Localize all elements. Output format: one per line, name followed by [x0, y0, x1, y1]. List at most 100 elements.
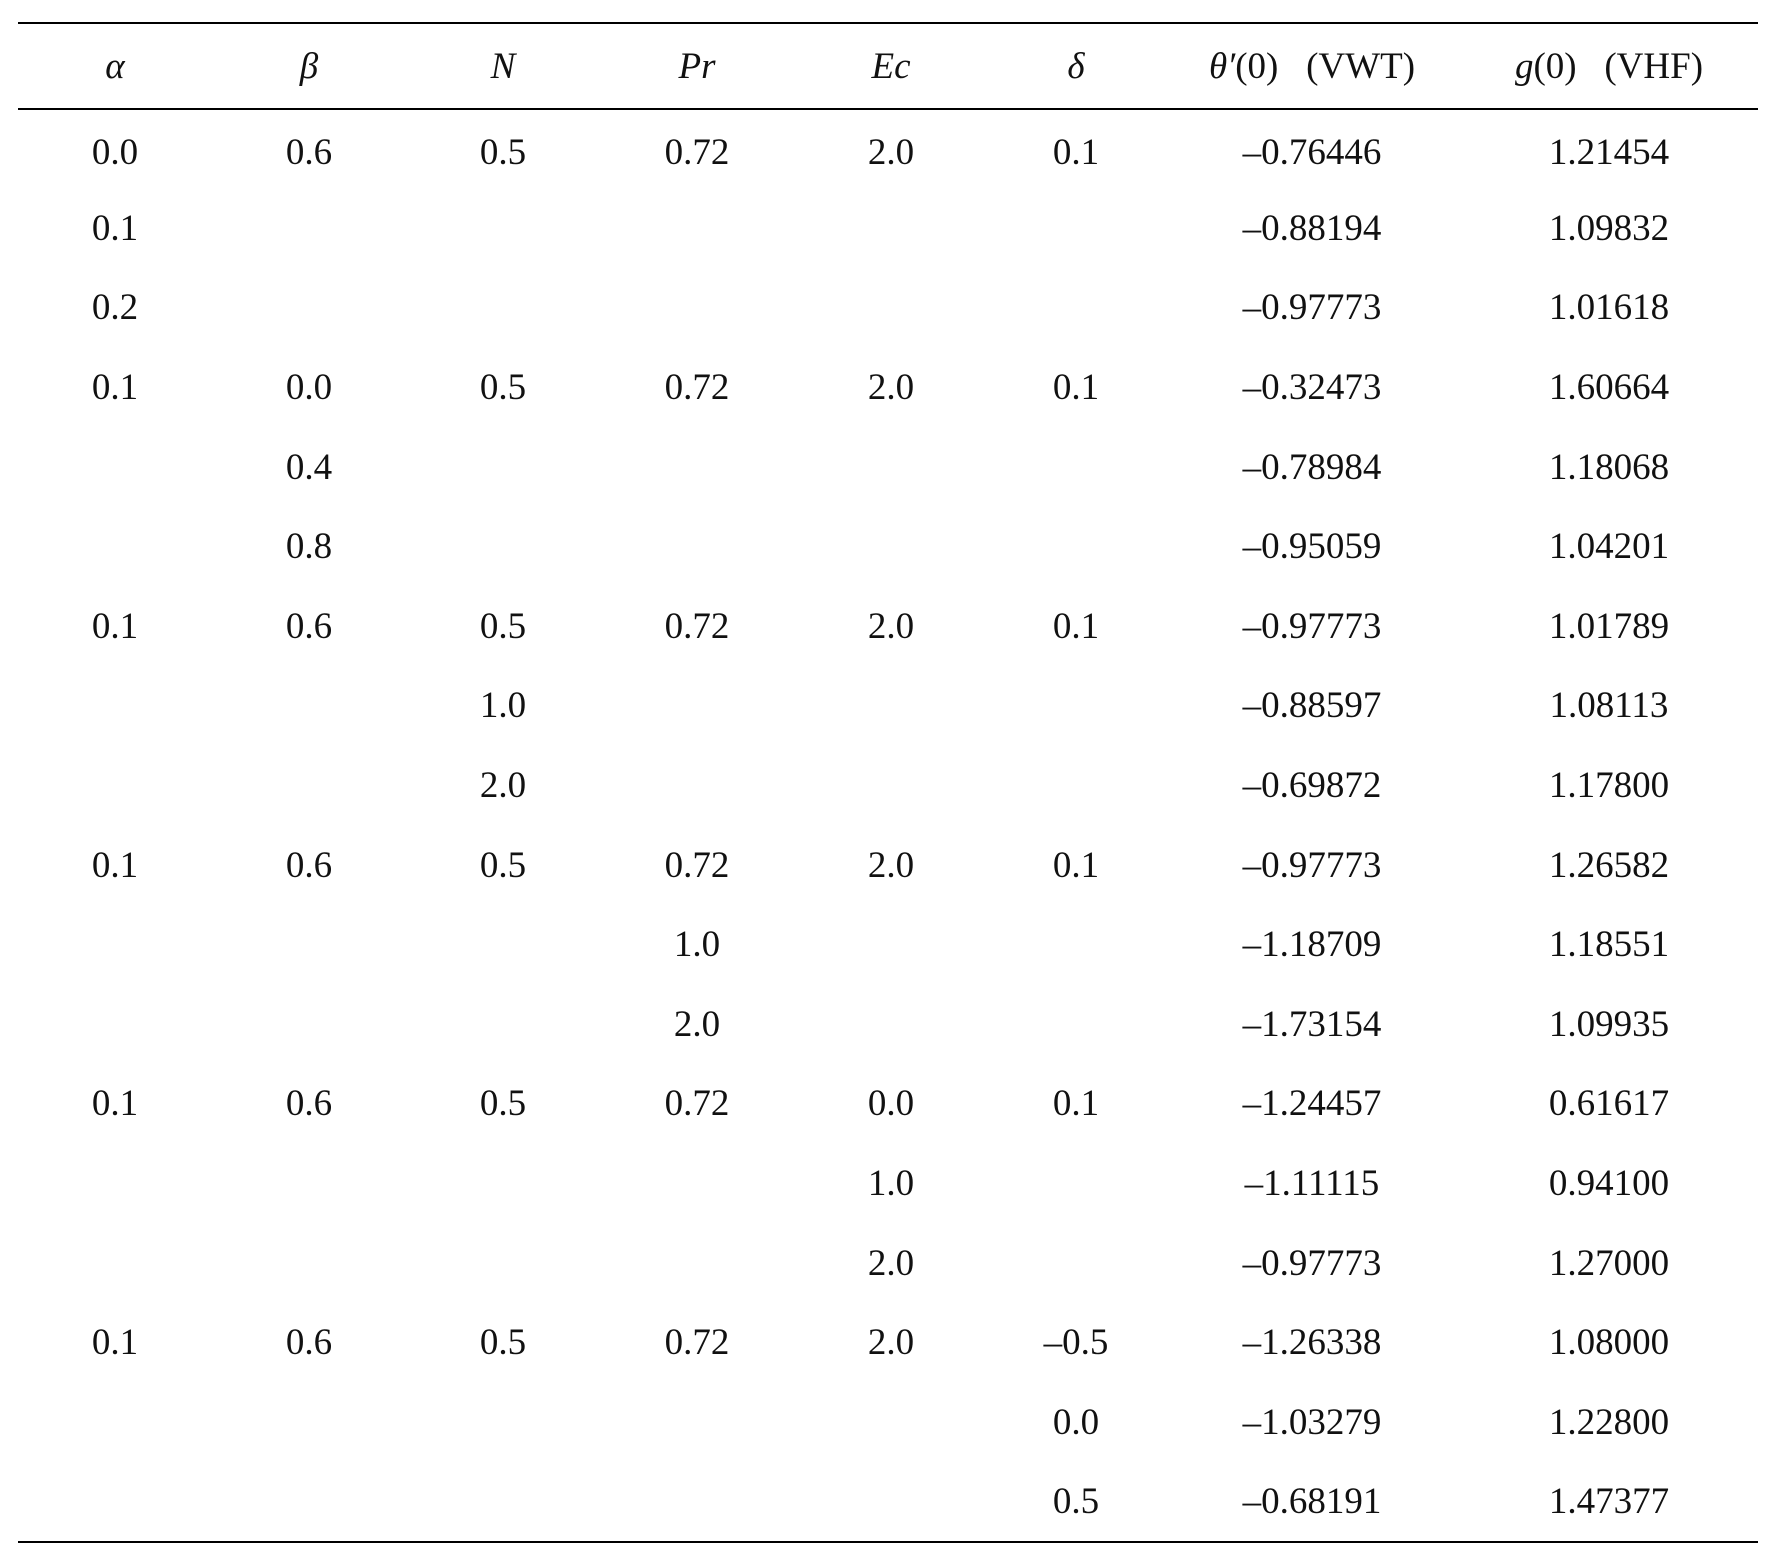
cell-beta: 0.8: [285, 526, 333, 568]
cell-n: 0.5: [479, 605, 527, 647]
cell-n: 0.5: [479, 131, 527, 173]
g-symbol: g: [1514, 45, 1534, 87]
cell-pr: [600, 268, 794, 348]
cell-alpha: [18, 985, 212, 1065]
results-table-container: α β N Pr Ec δ θ′(0) (VWT) g(0) (VHF) 0.0…: [18, 22, 1758, 1543]
cell-ec: [794, 1462, 988, 1542]
table-row: 2.0 –0.97773 1.27000: [18, 1223, 1758, 1303]
cell-beta: 0.6: [285, 1322, 333, 1364]
cell-theta-prime: –0.88194: [1242, 207, 1382, 249]
cell-beta: 0.4: [285, 446, 333, 488]
table-body: 0.0 0.6 0.5 0.72 2.0 0.1 –0.76446 1.21454 0.1 –0.…: [18, 109, 1758, 1542]
cell-theta-prime: –0.97773: [1242, 287, 1382, 329]
cell-delta: [988, 268, 1164, 348]
cell-delta: [988, 427, 1164, 507]
cell-pr: [600, 189, 794, 269]
table-row: 0.0 –1.03279 1.22800: [18, 1383, 1758, 1463]
cell-g: 1.04201: [1548, 526, 1670, 568]
cell-g: 1.21454: [1548, 131, 1670, 173]
cell-beta: 0.0: [285, 367, 333, 409]
cell-ec: 2.0: [867, 367, 915, 409]
cell-n: [406, 985, 600, 1065]
cell-g: 1.08000: [1548, 1322, 1670, 1364]
cell-theta-prime: –0.69872: [1242, 765, 1382, 807]
theta-prime-argument: (0): [1235, 45, 1279, 87]
cell-theta-prime: –0.32473: [1242, 367, 1382, 409]
cell-ec: 2.0: [867, 605, 915, 647]
cell-alpha: [18, 1383, 212, 1463]
cell-ec: 1.0: [867, 1163, 915, 1205]
cell-ec: 2.0: [867, 1322, 915, 1364]
cell-theta-prime: –1.11115: [1244, 1163, 1380, 1205]
cell-n: [406, 189, 600, 269]
cell-n: [406, 1223, 600, 1303]
cell-g: 1.17800: [1548, 765, 1670, 807]
cell-pr: 0.72: [664, 1083, 730, 1125]
cell-pr: [600, 666, 794, 746]
header-row: α β N Pr Ec δ θ′(0) (VWT) g(0) (VHF): [18, 23, 1758, 109]
cell-beta: 0.6: [285, 1083, 333, 1125]
table-header: α β N Pr Ec δ θ′(0) (VWT) g(0) (VHF): [18, 23, 1758, 109]
g-note: (VHF): [1604, 45, 1704, 87]
cell-pr: 2.0: [673, 1003, 721, 1045]
cell-beta: [212, 985, 406, 1065]
cell-alpha: [18, 905, 212, 985]
cell-n: [406, 1383, 600, 1463]
cell-beta: [212, 189, 406, 269]
cell-ec: 2.0: [867, 1242, 915, 1284]
header-beta: β: [299, 45, 319, 87]
cell-g: 1.27000: [1548, 1242, 1670, 1284]
cell-alpha: [18, 1144, 212, 1224]
cell-ec: [794, 507, 988, 587]
cell-g: 1.08113: [1549, 685, 1669, 727]
cell-n: 1.0: [479, 685, 527, 727]
cell-pr: 0.72: [664, 131, 730, 173]
cell-g: 1.60664: [1548, 367, 1670, 409]
cell-ec: [794, 905, 988, 985]
cell-delta: [988, 905, 1164, 985]
cell-delta: 0.1: [1052, 131, 1100, 173]
cell-alpha: 0.1: [91, 605, 139, 647]
table-row: 0.2 –0.97773 1.01618: [18, 268, 1758, 348]
cell-pr: 0.72: [664, 1322, 730, 1364]
table-row: 1.0 –0.88597 1.08113: [18, 666, 1758, 746]
cell-pr: [600, 427, 794, 507]
cell-alpha: [18, 427, 212, 507]
cell-alpha: 0.1: [91, 844, 139, 886]
cell-alpha: 0.1: [91, 1322, 139, 1364]
cell-theta-prime: –0.97773: [1242, 844, 1382, 886]
cell-n: 0.5: [479, 367, 527, 409]
cell-pr: [600, 1462, 794, 1542]
cell-pr: 0.72: [664, 605, 730, 647]
cell-alpha: 0.1: [91, 367, 139, 409]
cell-alpha: 0.0: [91, 131, 139, 173]
cell-n: 0.5: [479, 844, 527, 886]
cell-theta-prime: –1.24457: [1242, 1083, 1382, 1125]
cell-delta: 0.1: [1052, 367, 1100, 409]
table-row: 1.0 –1.11115 0.94100: [18, 1144, 1758, 1224]
header-n: N: [490, 45, 516, 87]
cell-g: 1.47377: [1548, 1480, 1670, 1522]
cell-beta: [212, 666, 406, 746]
cell-theta-prime: –1.26338: [1242, 1322, 1382, 1364]
cell-delta: [988, 746, 1164, 826]
table-row: 0.1 0.6 0.5 0.72 2.0 –0.5 –1.26338 1.08000: [18, 1303, 1758, 1383]
cell-beta: [212, 746, 406, 826]
cell-n: 2.0: [479, 765, 527, 807]
cell-ec: [794, 427, 988, 507]
cell-pr: [600, 1144, 794, 1224]
table-row: 0.5 –0.68191 1.47377: [18, 1462, 1758, 1542]
cell-beta: [212, 1223, 406, 1303]
cell-pr: 1.0: [673, 924, 721, 966]
table-row: 0.1 0.6 0.5 0.72 2.0 0.1 –0.97773 1.26582: [18, 825, 1758, 905]
cell-delta: 0.1: [1052, 1083, 1100, 1125]
cell-pr: [600, 1383, 794, 1463]
cell-delta: 0.0: [1052, 1401, 1100, 1443]
cell-pr: 0.72: [664, 367, 730, 409]
cell-theta-prime: –0.88597: [1242, 685, 1382, 727]
cell-alpha: 0.1: [91, 207, 139, 249]
cell-delta: [988, 1144, 1164, 1224]
cell-beta: 0.6: [285, 131, 333, 173]
cell-n: 0.5: [479, 1322, 527, 1364]
table-row: 0.1 0.6 0.5 0.72 2.0 0.1 –0.97773 1.01789: [18, 587, 1758, 667]
